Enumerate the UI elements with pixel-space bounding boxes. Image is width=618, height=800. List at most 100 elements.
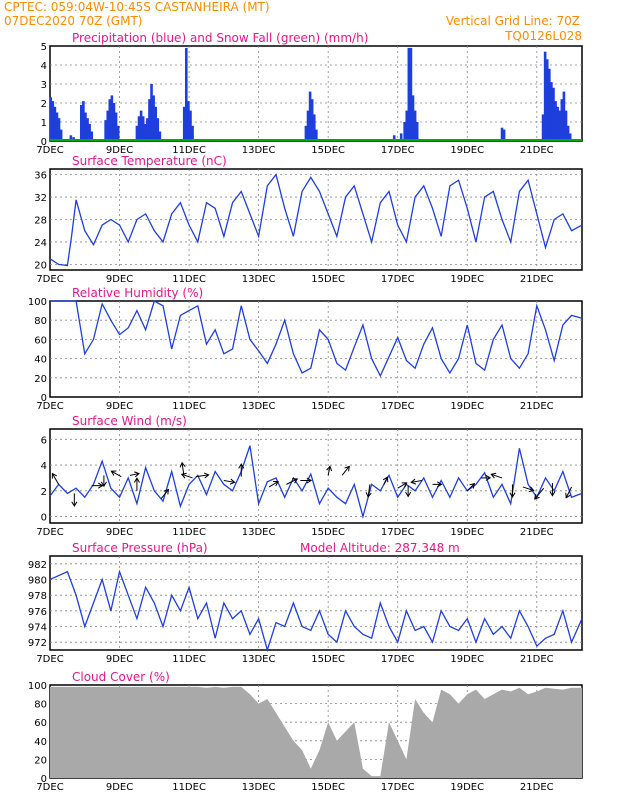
precip-bar (143, 123, 147, 141)
precip-xtick-label: 15DEC (311, 145, 345, 156)
precip-bar (315, 129, 318, 141)
precip-ytick-label: 3 (41, 80, 47, 91)
wind-vector-head (549, 491, 556, 497)
temp-xtick-label: 7DEC (36, 274, 63, 285)
precip-bar (415, 122, 419, 141)
precip-bar (541, 114, 545, 141)
wind-vector-head (51, 472, 58, 479)
precip-ytick-label: 1 (41, 118, 47, 129)
pres-xtick-label: 13DEC (242, 654, 276, 665)
cloud-xtick-label: 13DEC (242, 782, 276, 793)
wind-vector-arrow (111, 470, 122, 478)
precip-bar (500, 127, 504, 141)
rh-ytick-label: 60 (34, 335, 47, 346)
precip-bar (550, 82, 553, 141)
wind-vector-head (163, 488, 170, 495)
precip-bar (409, 47, 413, 141)
pres-xtick-label: 15DEC (311, 654, 345, 665)
pres-xtick-label: 7DEC (36, 654, 63, 665)
wind-vector-head (401, 482, 408, 488)
rh-xtick-label: 15DEC (311, 401, 345, 412)
precip-bar (407, 47, 411, 141)
precip-bar (562, 91, 566, 141)
wind-vector-arrow (160, 489, 169, 499)
pres-xtick-label: 21DEC (520, 654, 554, 665)
precip-bar (152, 95, 155, 141)
precip-ytick-label: 0 (41, 137, 47, 148)
rh-ytick-label: 20 (34, 374, 47, 385)
wind-xtick-label: 15DEC (311, 527, 345, 538)
precip-bar (403, 122, 406, 141)
pres-xtick-label: 19DEC (450, 654, 484, 665)
wind-vector-arrow (397, 482, 407, 489)
wind-vector-head (133, 477, 140, 483)
precip-bar (51, 101, 55, 141)
precip-ytick-label: 5 (41, 42, 47, 53)
precip-xtick-label: 7DEC (36, 145, 63, 156)
precip-bar (150, 84, 153, 141)
pres-panel: 972 974 976 978 980 982 7DEC 9DEC 11DEC 13DEC 15DE… (28, 541, 583, 665)
pres-title: Surface Pressure (hPa) (72, 541, 208, 555)
wind-title: Surface Wind (m/s) (72, 414, 187, 428)
precip-bar (308, 91, 312, 141)
wind-vector-arrow (341, 466, 350, 476)
wind-vector-head (405, 491, 412, 498)
precip-bar (154, 106, 158, 141)
cloud-ytick-label: 80 (34, 700, 47, 711)
wind-xtick-label: 19DEC (450, 527, 484, 538)
cloud-xtick-label: 19DEC (450, 782, 484, 793)
temp-series-line (49, 173, 583, 267)
pres-xtick-label: 11DEC (172, 654, 206, 665)
precip-bar (148, 99, 151, 141)
temp-panel: 20 24 28 32 36 7DEC 9DEC 11DEC 13DEC 15DEC 17DEC 19… (34, 154, 583, 285)
wind-vector-head (509, 492, 516, 498)
precip-bar (392, 135, 396, 141)
wind-vector-arrow (181, 473, 193, 479)
wind-vector-arrow (522, 486, 534, 492)
precip-bar (558, 110, 562, 141)
precip-xtick-label: 11DEC (172, 145, 206, 156)
temp-xtick-label: 11DEC (172, 274, 206, 285)
precip-bar (90, 131, 94, 141)
wind-vector-arrow (383, 476, 388, 485)
temp-ytick-label: 32 (34, 193, 47, 204)
precip-bar (79, 104, 83, 141)
rh-ytick-label: 40 (34, 355, 47, 366)
precip-bar (191, 125, 194, 141)
rh-xtick-label: 13DEC (242, 401, 276, 412)
temp-xtick-label: 21DEC (520, 274, 554, 285)
wind-frame (49, 428, 583, 524)
precip-bar (82, 101, 85, 141)
precip-title: Precipitation (blue) and Snow Fall (gree… (72, 31, 368, 45)
wind-panel: 0 2 4 6 7DEC 9DEC 11DEC 13DEC 15DEC 17DEC 19DEC 21D… (36, 414, 583, 538)
pres-xtick-label: 17DEC (381, 654, 415, 665)
precip-bar (137, 116, 141, 141)
pres-ytick-label: 980 (28, 576, 47, 587)
precip-bar (86, 118, 89, 141)
precip-bar (306, 110, 310, 141)
wind-vector-head (326, 465, 333, 472)
cloud-xtick-label: 21DEC (520, 782, 554, 793)
cloud-xtick-label: 7DEC (36, 782, 63, 793)
rh-xtick-label: 21DEC (520, 401, 554, 412)
rh-xtick-label: 19DEC (450, 401, 484, 412)
rh-title: Relative Humidity (%) (72, 286, 203, 300)
precip-bar (543, 51, 547, 142)
wind-xtick-label: 7DEC (36, 527, 63, 538)
precip-bar (548, 68, 551, 141)
precip-bar (189, 110, 192, 141)
wind-vector-arrow (466, 483, 475, 492)
wind-vector-head (469, 482, 476, 489)
temp-xtick-label: 15DEC (311, 274, 345, 285)
precip-bar (110, 95, 114, 141)
rh-frame (49, 300, 583, 398)
precip-bar (564, 110, 568, 141)
precip-bar (112, 103, 116, 141)
wind-vector-arrow (491, 473, 503, 479)
precip-bar (139, 110, 143, 141)
wind-ytick-label: 2 (41, 487, 47, 498)
cloud-ytick-label: 40 (34, 737, 47, 748)
temp-xtick-label: 13DEC (242, 274, 276, 285)
wind-vector-arrow (565, 486, 573, 498)
